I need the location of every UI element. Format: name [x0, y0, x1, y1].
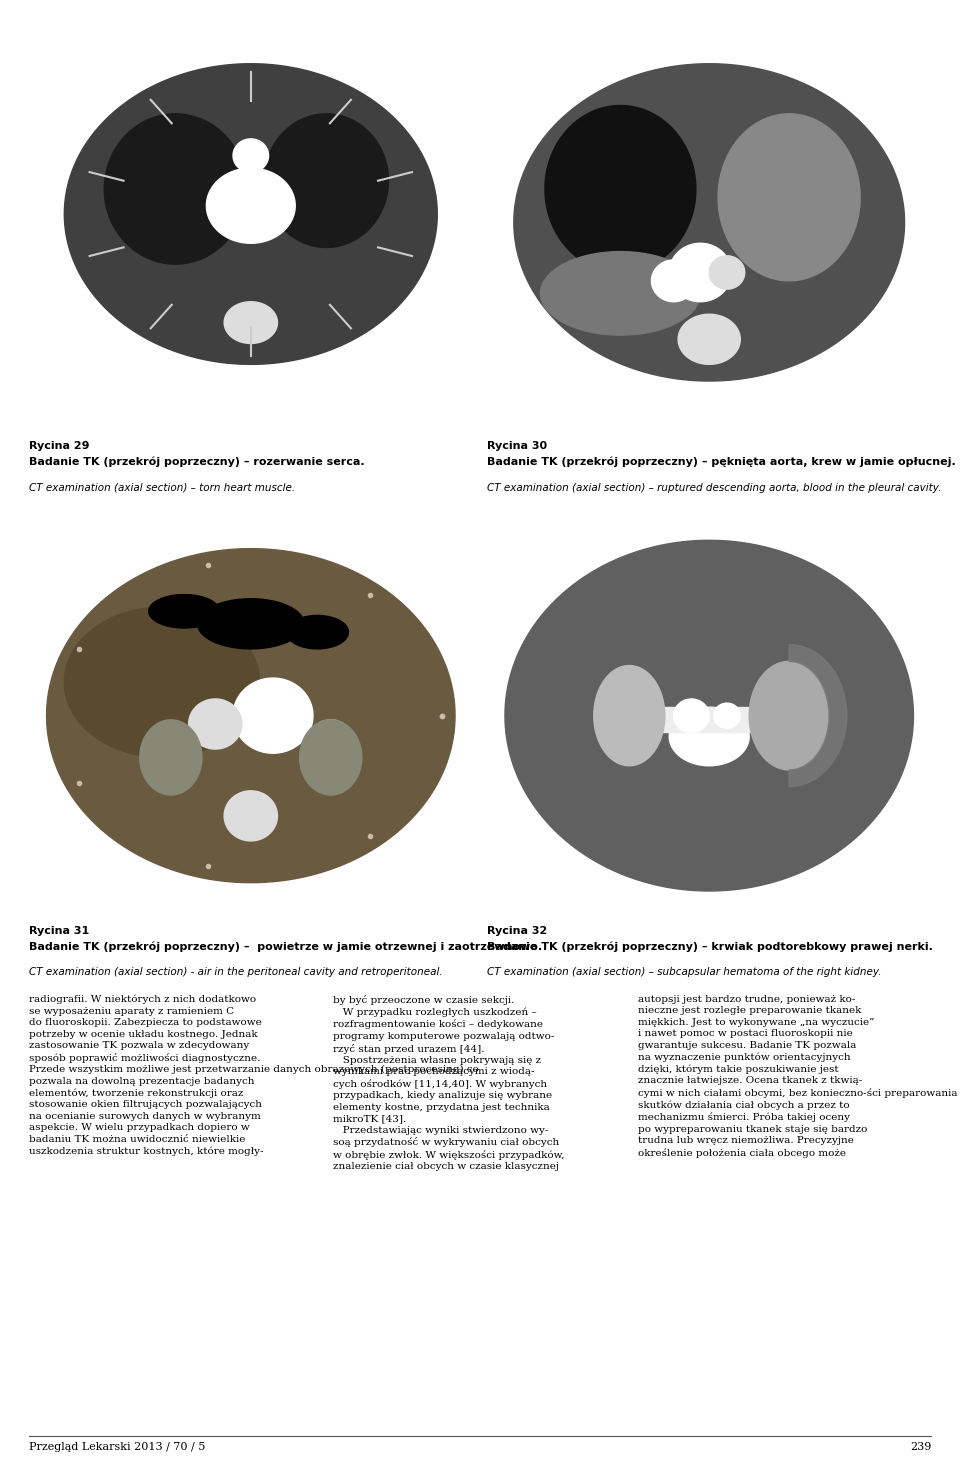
Polygon shape: [264, 114, 389, 248]
Text: L: L: [458, 711, 464, 721]
Polygon shape: [656, 708, 709, 732]
Polygon shape: [198, 599, 304, 649]
Polygon shape: [674, 699, 709, 732]
Text: Rycina 29: Rycina 29: [29, 441, 89, 451]
Text: radiografii. W niektórych z nich dodatkowo
se wyposażeniu aparaty z ramieniem C
: radiografii. W niektórych z nich dodatko…: [29, 995, 479, 1156]
Text: CT examination (axial section) - air in the peritoneal cavity and retroperitonea: CT examination (axial section) - air in …: [29, 967, 443, 977]
Polygon shape: [308, 719, 353, 762]
Polygon shape: [545, 105, 696, 272]
Text: P: P: [248, 902, 254, 911]
Polygon shape: [140, 719, 202, 795]
Polygon shape: [105, 114, 247, 264]
Text: Badanie TK (przekrój poprzeczny) –  powietrze w jamie otrzewnej i zaotrzewnowo.: Badanie TK (przekrój poprzeczny) – powie…: [29, 942, 542, 952]
Text: by być przeoczone w czasie sekcji.
   W przypadku rozległych uszkodzeń –
rozfrag: by być przeoczone w czasie sekcji. W prz…: [333, 995, 564, 1172]
Polygon shape: [678, 315, 740, 365]
Text: A: A: [706, 35, 713, 44]
Polygon shape: [718, 114, 860, 281]
Polygon shape: [709, 708, 762, 732]
Polygon shape: [505, 541, 913, 891]
Polygon shape: [713, 703, 740, 728]
Polygon shape: [149, 595, 220, 628]
Polygon shape: [789, 645, 847, 787]
Polygon shape: [64, 607, 259, 757]
Text: A: A: [706, 520, 713, 529]
Polygon shape: [225, 791, 277, 841]
Polygon shape: [233, 139, 269, 173]
Text: Badanie TK (przekrój poprzeczny) – rozerwanie serca.: Badanie TK (przekrój poprzeczny) – rozer…: [29, 457, 365, 467]
Polygon shape: [669, 243, 732, 302]
Text: Przegląd Lekarski 2013 / 70 / 5: Przegląd Lekarski 2013 / 70 / 5: [29, 1443, 205, 1452]
Text: 239: 239: [910, 1443, 931, 1452]
Text: R: R: [37, 711, 45, 721]
Polygon shape: [594, 665, 664, 766]
Text: L: L: [916, 711, 923, 721]
Text: P: P: [706, 902, 712, 911]
Polygon shape: [206, 168, 296, 243]
Text: autopsji jest bardzo trudne, ponieważ ko-
nieczne jest rozległe preparowanie tka: autopsji jest bardzo trudne, ponieważ ko…: [638, 995, 960, 1157]
Text: CT examination (axial section) – ruptured descending aorta, blood in the pleural: CT examination (axial section) – rupture…: [487, 482, 942, 492]
Text: P: P: [706, 418, 712, 426]
Text: CT examination (axial section) – torn heart muscle.: CT examination (axial section) – torn he…: [29, 482, 295, 492]
Text: Rycina 30: Rycina 30: [487, 441, 547, 451]
Polygon shape: [189, 699, 242, 749]
Polygon shape: [300, 719, 362, 795]
Polygon shape: [514, 64, 904, 381]
Polygon shape: [540, 252, 700, 335]
Text: P: P: [248, 418, 254, 426]
Polygon shape: [718, 633, 860, 798]
Text: Badanie TK (przekrój poprzeczny) – krwiak podtorebkowy prawej nerki.: Badanie TK (przekrój poprzeczny) – krwia…: [487, 942, 933, 952]
Polygon shape: [749, 661, 829, 771]
Text: Rycina 32: Rycina 32: [487, 926, 547, 936]
Text: R: R: [496, 711, 504, 721]
Polygon shape: [47, 549, 455, 882]
Text: A: A: [247, 35, 254, 44]
Polygon shape: [652, 259, 696, 302]
Text: Badanie TK (przekrój poprzeczny) – pęknięta aorta, krew w jamie opłucnej.: Badanie TK (przekrój poprzeczny) – pękni…: [487, 457, 956, 467]
Polygon shape: [64, 64, 437, 365]
Polygon shape: [669, 708, 749, 766]
Polygon shape: [233, 678, 313, 753]
Text: A: A: [247, 520, 254, 529]
Polygon shape: [709, 256, 745, 289]
Polygon shape: [225, 302, 277, 343]
Text: CT examination (axial section) – subcapsular hematoma of the right kidney.: CT examination (axial section) – subcaps…: [487, 967, 881, 977]
Polygon shape: [286, 615, 348, 649]
Text: Rycina 31: Rycina 31: [29, 926, 89, 936]
